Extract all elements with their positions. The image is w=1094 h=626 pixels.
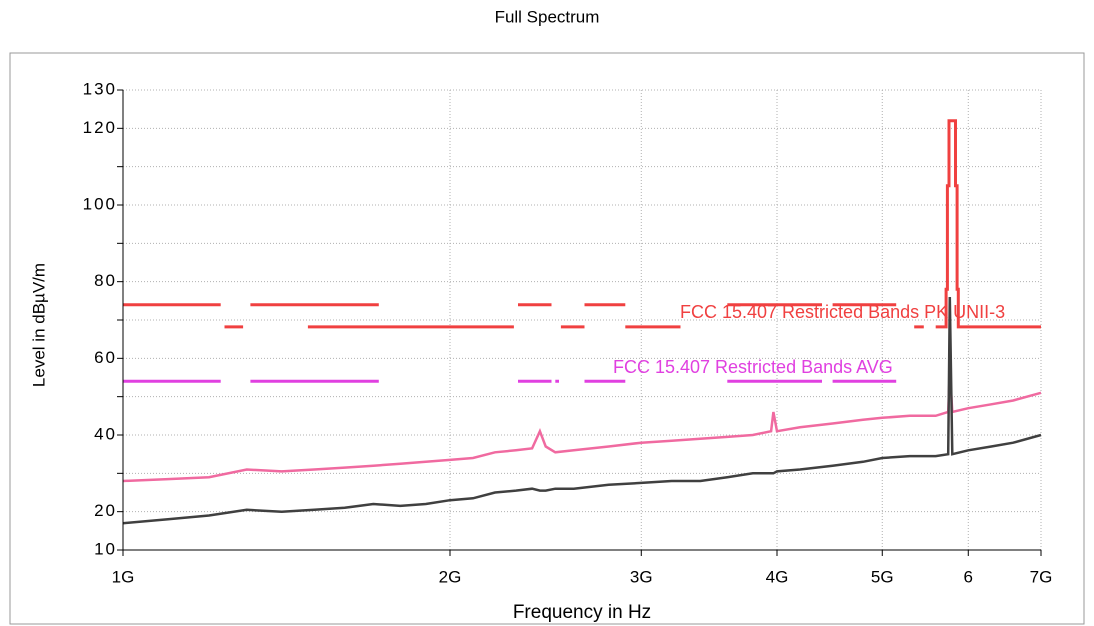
trace — [122, 369, 1042, 483]
x-axis-label: Frequency in Hz — [513, 602, 651, 623]
limit-label: FCC 15.407 Restricted Bands PK UNII-3 — [680, 302, 1005, 322]
y-tick-label: 120 — [83, 118, 117, 137]
limit-label: FCC 15.407 Restricted Bands AVG — [613, 357, 893, 377]
x-tick-label: 5G — [871, 567, 894, 586]
y-tick-label: 40 — [94, 424, 117, 443]
y-axis-label: Level in dBµV/m — [29, 263, 48, 387]
y-tick-label: 10 — [94, 539, 117, 558]
limit-line — [123, 119, 1041, 329]
x-tick-label: 4G — [766, 567, 789, 586]
x-tick-label: 7G — [1030, 567, 1053, 586]
frame — [9, 52, 1085, 625]
x-tick-label: 3G — [630, 567, 653, 586]
y-tick-label: 20 — [94, 501, 117, 520]
y-tick-label: 130 — [83, 79, 117, 98]
x-tick-label: 2G — [439, 567, 462, 586]
y-tick-label: 80 — [94, 271, 117, 290]
x-tick-label: 1G — [112, 567, 135, 586]
y-tick-label: 60 — [94, 348, 117, 367]
x-tick-label: 6 — [964, 567, 973, 586]
chart-title: Full Spectrum — [495, 7, 600, 26]
y-tick-label: 100 — [83, 194, 117, 213]
trace — [122, 296, 1042, 525]
